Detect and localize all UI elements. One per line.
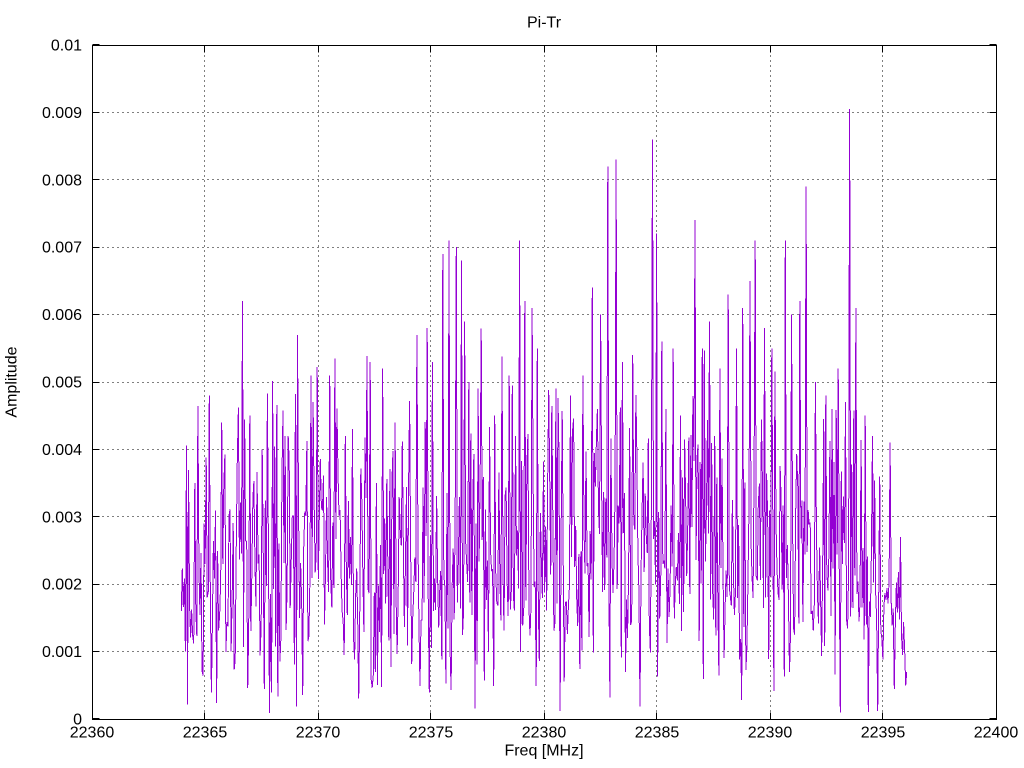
- svg-text:0.005: 0.005: [42, 375, 82, 392]
- svg-text:0.008: 0.008: [42, 172, 82, 189]
- svg-text:22385: 22385: [635, 725, 680, 742]
- svg-text:22395: 22395: [861, 725, 906, 742]
- svg-text:0: 0: [73, 712, 82, 729]
- svg-text:22360: 22360: [70, 725, 115, 742]
- svg-text:22370: 22370: [296, 725, 341, 742]
- svg-text:0.001: 0.001: [42, 644, 82, 661]
- svg-text:0.009: 0.009: [42, 105, 82, 122]
- svg-text:0.003: 0.003: [42, 509, 82, 526]
- svg-text:Freq [MHz]: Freq [MHz]: [504, 743, 583, 760]
- svg-text:Pi-Tr: Pi-Tr: [527, 15, 562, 32]
- svg-text:22375: 22375: [409, 725, 454, 742]
- svg-text:Amplitude: Amplitude: [4, 346, 21, 417]
- svg-text:0.007: 0.007: [42, 240, 82, 257]
- svg-text:22365: 22365: [183, 725, 228, 742]
- svg-text:22380: 22380: [522, 725, 567, 742]
- svg-text:22390: 22390: [748, 725, 793, 742]
- svg-text:22400: 22400: [974, 725, 1019, 742]
- svg-text:0.006: 0.006: [42, 307, 82, 324]
- svg-text:0.01: 0.01: [51, 38, 82, 55]
- svg-text:0.002: 0.002: [42, 577, 82, 594]
- svg-text:0.004: 0.004: [42, 442, 82, 459]
